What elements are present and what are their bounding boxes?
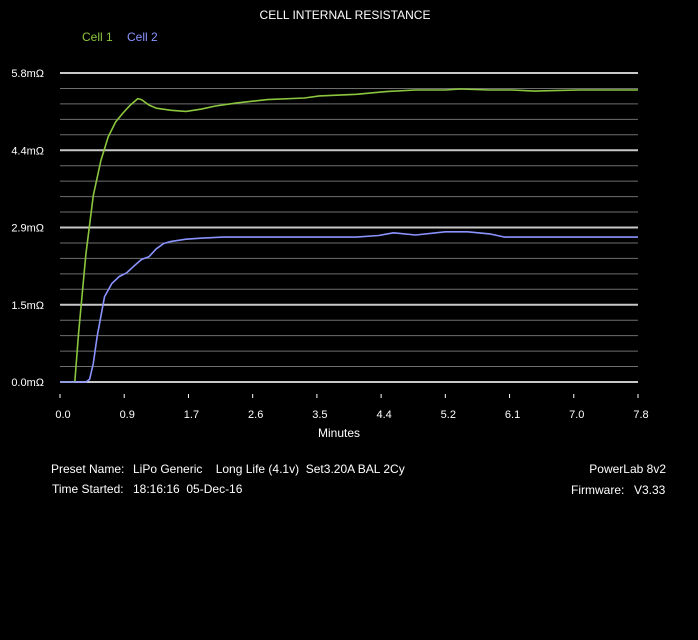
- y-tick-label: 5.8mΩ: [11, 68, 44, 80]
- x-tick-label: 5.2: [441, 409, 456, 421]
- firmware-value: V3.33: [634, 483, 666, 497]
- series-lines: [60, 88, 638, 383]
- x-tick-label: 4.4: [376, 409, 391, 421]
- y-tick-label: 2.9mΩ: [11, 223, 44, 235]
- x-tick-label: 2.6: [248, 409, 263, 421]
- y-tick-label: 1.5mΩ: [11, 300, 44, 312]
- y-axis-ticks: 0.0mΩ 1.5mΩ 2.9mΩ 4.4mΩ 5.8mΩ: [11, 68, 44, 389]
- x-tick-label: 1.7: [184, 409, 199, 421]
- legend-cell-2: Cell 2: [127, 30, 158, 44]
- y-tick-label: 4.4mΩ: [11, 145, 44, 157]
- time-label: Time Started:: [52, 482, 124, 496]
- firmware-label: Firmware:: [571, 483, 625, 497]
- legend-cell-1: Cell 1: [82, 30, 113, 44]
- series-line-cell-1: [60, 88, 638, 383]
- legend-label-cell-1: Cell 1: [82, 30, 113, 44]
- preset-value: LiPo Generic Long Life (4.1v) Set3.20A B…: [133, 462, 405, 476]
- time-value: 18:16:16 05-Dec-16: [133, 482, 243, 496]
- chart-title: CELL INTERNAL RESISTANCE: [260, 8, 431, 22]
- y-tick-label: 0.0mΩ: [11, 377, 44, 389]
- x-axis-label: Minutes: [318, 426, 360, 440]
- x-tick-label: 6.1: [505, 409, 520, 421]
- preset-label: Preset Name:: [51, 462, 125, 476]
- x-tick-label: 3.5: [312, 409, 327, 421]
- grid-lines: [60, 72, 638, 383]
- x-tick-label: 0.9: [120, 409, 135, 421]
- series-line-cell-2: [60, 231, 638, 383]
- x-tick-label: 7.8: [633, 409, 648, 421]
- device-name: PowerLab 8v2: [589, 462, 666, 476]
- x-axis-ticks: 0.0 0.9 1.7 2.6 3.5 4.4 5.2 6.1 7.0 7.8: [55, 394, 649, 421]
- x-tick-label: 0.0: [55, 409, 70, 421]
- x-tick-label: 7.0: [569, 409, 584, 421]
- legend-label-cell-2: Cell 2: [127, 30, 158, 44]
